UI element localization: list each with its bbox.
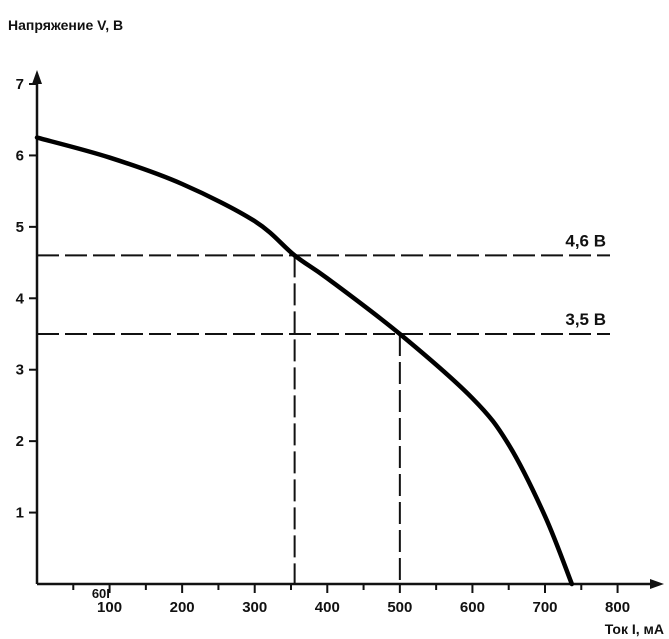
x-axis-arrow	[650, 579, 664, 589]
x-tick-label: 700	[532, 599, 557, 616]
x-tick-label: 800	[605, 599, 630, 616]
x-tick-label: 200	[170, 599, 195, 616]
reference-line-label: 3,5 В	[565, 310, 606, 329]
x-tick-label: 500	[387, 599, 412, 616]
y-tick-label: 1	[16, 505, 24, 522]
x-tick-label: 600	[460, 599, 485, 616]
y-tick-label: 3	[16, 362, 24, 379]
y-tick-label: 7	[16, 76, 24, 93]
reference-lines	[37, 254, 610, 584]
reference-line-label: 4,6 В	[565, 231, 606, 250]
axes	[29, 70, 664, 593]
x-tick-label: 400	[315, 599, 340, 616]
y-tick-label: 5	[16, 219, 24, 236]
x-tick-label: 300	[242, 599, 267, 616]
voltage-current-curve	[34, 135, 575, 587]
y-axis-title: Напряжение V, В	[8, 17, 123, 33]
x-tick-label: 100	[97, 599, 122, 616]
y-tick-label: 2	[16, 433, 24, 450]
extra-axis-label: 60I	[92, 586, 110, 601]
series-layer	[34, 135, 575, 587]
y-tick-label: 4	[16, 290, 25, 307]
y-tick-label: 6	[16, 147, 24, 164]
x-axis-title: Ток I, мА	[605, 621, 664, 637]
labels-layer: 1 2 3 4 5 6 7 100 200 300 400 500 600 700 800 60I Напряж…	[8, 17, 664, 637]
y-axis-arrow	[32, 70, 42, 84]
